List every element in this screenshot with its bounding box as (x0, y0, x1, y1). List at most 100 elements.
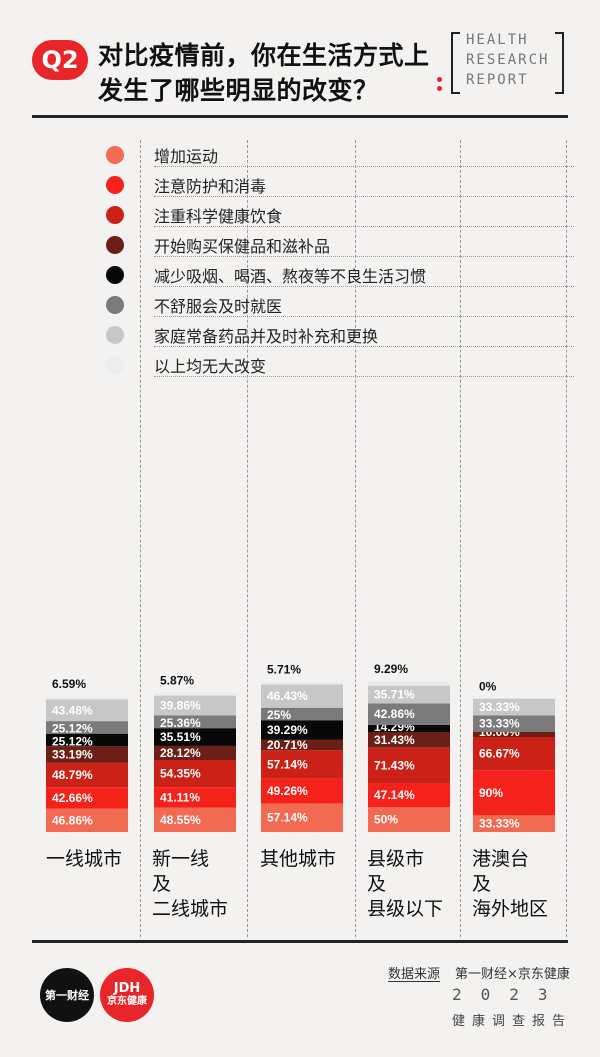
bar-segment (473, 770, 555, 816)
top-rule (32, 115, 568, 118)
data-label: 33.19% (52, 748, 93, 762)
bar-segment (154, 695, 236, 716)
legend-label: 注意防护和消毒 (154, 177, 267, 196)
report-year: 2023 (452, 985, 567, 1004)
data-label: 57.14% (267, 758, 308, 772)
data-label: 66.67% (479, 747, 520, 761)
legend-leader (154, 346, 574, 347)
bar-segment (368, 680, 450, 686)
bar-segment (261, 750, 343, 779)
data-label: 49.26% (267, 784, 308, 798)
legend-swatch (106, 326, 124, 344)
bar-segment (261, 778, 343, 804)
category-label: 其他城市 (260, 848, 337, 870)
data-label: 33.33% (479, 817, 520, 831)
bar-segment (368, 724, 450, 732)
data-label: 33.33% (479, 717, 520, 731)
data-label: 48.79% (52, 768, 93, 782)
data-label: 5.87% (160, 674, 194, 688)
source-value: 第一财经×京东健康 (455, 967, 570, 982)
data-label: 41.11% (160, 790, 200, 804)
bar-segment (46, 721, 128, 734)
data-label: 39.29% (267, 723, 308, 737)
column-divider (247, 140, 248, 937)
data-label: 90% (479, 786, 503, 800)
page-title-line-2: 发生了哪些明显的改变？ (98, 76, 379, 105)
data-label: 57.14% (267, 811, 308, 825)
report-tag-word-2: RESEARCH (466, 52, 550, 68)
bar-segment (368, 732, 450, 748)
column-divider (140, 140, 141, 937)
bar-segment (368, 783, 450, 807)
data-label: 39.86% (160, 699, 201, 713)
category-label: 县级以下 (367, 898, 444, 920)
bar-segment (261, 720, 343, 740)
bar-segment (154, 759, 236, 788)
category-label: 新一线 (152, 848, 210, 870)
jd-health-logo-top: JDH (113, 981, 141, 996)
data-label: 54.35% (160, 767, 201, 781)
category-label: 及 (367, 873, 387, 895)
bar-segment (46, 696, 128, 700)
data-label: 35.71% (374, 687, 415, 701)
data-label: 20.71% (267, 738, 308, 752)
legend-swatch (106, 266, 124, 284)
colon-dot-bottom (437, 86, 442, 91)
legend-label: 不舒服会及时就医 (154, 297, 283, 316)
legend-leader (154, 166, 574, 167)
legend-swatch (106, 176, 124, 194)
question-badge: Q2 (32, 40, 88, 80)
data-label: 35.51% (160, 730, 201, 744)
bar-segment (473, 698, 555, 716)
data-label: 25.12% (52, 722, 93, 736)
legend-leader (154, 376, 574, 377)
data-label: 9.29% (374, 662, 408, 676)
category-label: 及 (152, 873, 172, 895)
data-label: 31.43% (374, 733, 415, 747)
data-label: 28.12% (160, 746, 201, 760)
legend-leader (154, 316, 574, 317)
source-label: 数据来源 (388, 967, 441, 982)
bar-segment (46, 699, 128, 722)
bar-segment (473, 815, 555, 832)
colon-dot-top (437, 77, 442, 82)
legend-swatch (106, 146, 124, 164)
legend-swatch (106, 206, 124, 224)
data-label: 42.86% (374, 707, 415, 721)
bar-segment (261, 707, 343, 721)
report-bracket-right (555, 32, 564, 94)
category-label: 县级市 (367, 848, 425, 870)
data-label: 46.43% (267, 689, 308, 703)
report-tag-word-1: HEALTH (466, 32, 529, 48)
legend-leader (154, 286, 574, 287)
data-label: 48.55% (160, 813, 201, 827)
report-tag-word-3: REPORT (466, 72, 529, 88)
jd-health-logo-bottom: 京东健康 (107, 996, 147, 1007)
bar-segment (154, 692, 236, 696)
bar-segment (154, 787, 236, 808)
data-label: 5.71% (267, 663, 301, 677)
data-label: 25.36% (160, 716, 201, 730)
bar-segment (368, 685, 450, 704)
data-label: 33.33% (479, 700, 520, 714)
legend-swatch (106, 356, 124, 374)
report-subtitle: 健康调查报告 (452, 1014, 573, 1029)
legend-leader (154, 256, 574, 257)
category-label: 二线城市 (152, 898, 229, 920)
bar-segment (46, 762, 128, 788)
column-divider (460, 140, 461, 937)
page-title-line-1: 对比疫情前，你在生活方式上 (98, 41, 430, 70)
bar-segment (261, 681, 343, 685)
bottom-rule (32, 940, 568, 943)
bar-segment (261, 684, 343, 708)
bar-segment (46, 808, 128, 832)
category-label: 海外地区 (472, 898, 549, 920)
data-label: 47.14% (374, 788, 415, 802)
bar-segment (368, 747, 450, 784)
bar-segment (473, 715, 555, 732)
data-label: 6.59% (52, 677, 86, 691)
legend-label: 减少吸烟、喝酒、熬夜等不良生活习惯 (154, 267, 427, 286)
yicai-logo-text: 第一财经 (45, 989, 89, 1002)
jd-health-logo: JDH 京东健康 (100, 968, 154, 1022)
